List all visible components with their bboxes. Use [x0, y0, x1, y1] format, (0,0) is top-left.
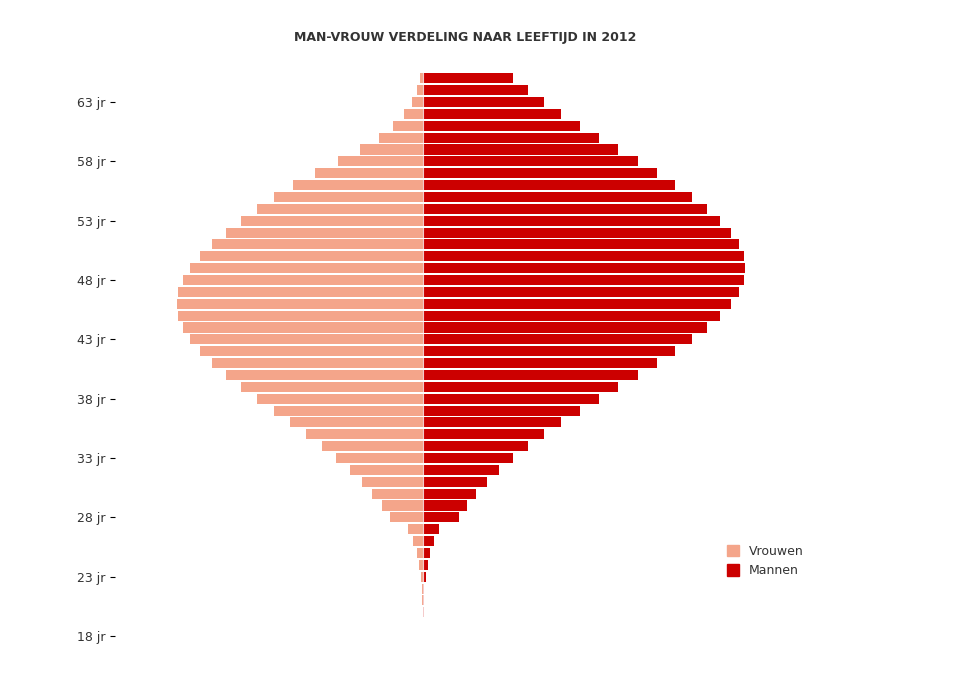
Bar — [411, 97, 423, 107]
Bar — [241, 382, 423, 392]
Bar — [273, 192, 423, 202]
Bar — [183, 323, 423, 333]
Bar — [389, 512, 423, 522]
Bar — [190, 263, 423, 273]
Bar — [423, 406, 580, 415]
Bar — [423, 394, 599, 404]
Bar — [423, 228, 731, 237]
Bar — [362, 477, 423, 487]
Bar — [423, 109, 561, 119]
Bar — [423, 536, 434, 546]
Bar — [423, 275, 743, 285]
Bar — [393, 121, 423, 131]
Bar — [360, 145, 423, 155]
Bar — [423, 417, 561, 428]
Bar — [423, 263, 745, 273]
Bar — [409, 524, 423, 534]
Bar — [199, 251, 423, 261]
Bar — [423, 132, 599, 143]
Bar — [423, 251, 743, 261]
Bar — [212, 358, 423, 368]
Bar — [423, 572, 426, 582]
Bar — [306, 429, 423, 439]
Bar — [423, 121, 580, 131]
Bar — [212, 239, 423, 250]
Bar — [423, 168, 657, 178]
Bar — [423, 145, 619, 155]
Bar — [423, 453, 513, 463]
Bar — [419, 560, 423, 570]
Bar — [423, 334, 692, 344]
Bar — [292, 180, 423, 190]
Bar — [316, 168, 423, 178]
Bar — [337, 453, 423, 463]
Bar — [423, 429, 544, 439]
Bar — [416, 85, 423, 95]
Bar — [372, 488, 423, 499]
Bar — [423, 310, 720, 321]
Bar — [241, 216, 423, 226]
Bar — [350, 465, 423, 475]
Bar — [423, 346, 675, 356]
Bar — [178, 310, 423, 321]
Bar — [413, 536, 423, 546]
Bar — [423, 512, 458, 522]
Legend: Vrouwen, Mannen: Vrouwen, Mannen — [722, 540, 808, 582]
Bar — [257, 204, 423, 214]
Bar — [257, 394, 423, 404]
Bar — [423, 180, 675, 190]
Bar — [423, 548, 431, 558]
Bar — [422, 584, 423, 593]
Bar — [176, 299, 423, 309]
Bar — [225, 370, 423, 380]
Bar — [423, 299, 731, 309]
Bar — [423, 560, 428, 570]
Bar — [423, 488, 476, 499]
Bar — [423, 192, 692, 202]
Bar — [379, 132, 423, 143]
Bar — [423, 216, 720, 226]
Bar — [423, 584, 425, 593]
Bar — [423, 239, 738, 250]
Bar — [423, 465, 499, 475]
Bar — [421, 572, 423, 582]
Bar — [423, 477, 487, 487]
Bar — [416, 548, 423, 558]
Bar — [423, 501, 467, 511]
Bar — [382, 501, 423, 511]
Bar — [423, 287, 738, 297]
Bar — [423, 382, 619, 392]
Bar — [423, 524, 439, 534]
Bar — [423, 204, 708, 214]
Bar — [419, 73, 423, 83]
Bar — [178, 287, 423, 297]
Bar — [199, 346, 423, 356]
Bar — [423, 85, 527, 95]
Bar — [423, 358, 657, 368]
Bar — [322, 441, 423, 451]
Title: MAN-VROUW VERDELING NAAR LEEFTIJD IN 2012: MAN-VROUW VERDELING NAAR LEEFTIJD IN 201… — [293, 31, 637, 44]
Bar — [190, 334, 423, 344]
Bar — [423, 370, 638, 380]
Bar — [339, 156, 423, 166]
Bar — [423, 156, 638, 166]
Bar — [423, 73, 513, 83]
Bar — [291, 417, 423, 428]
Bar — [225, 228, 423, 237]
Bar — [423, 441, 527, 451]
Bar — [423, 323, 708, 333]
Bar — [183, 275, 423, 285]
Bar — [423, 97, 544, 107]
Bar — [404, 109, 423, 119]
Bar — [273, 406, 423, 415]
